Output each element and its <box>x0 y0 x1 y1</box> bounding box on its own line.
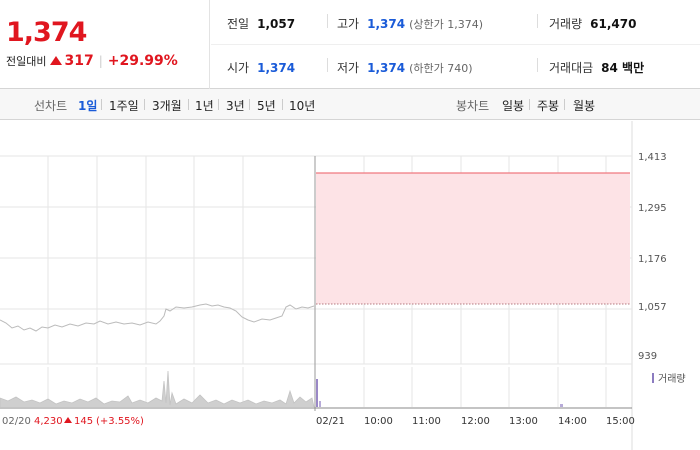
stat-prev-close: 전일 1,057 <box>227 15 295 32</box>
up-arrow-icon <box>64 417 72 423</box>
summary-panel: 1,374 전일대비 317 | +29.99% 전일 1,057 고가 1,3… <box>0 0 700 89</box>
divider <box>327 58 328 72</box>
divider <box>564 99 565 110</box>
chart-svg: 거래량 1,413 1,295 1,176 1,057 939 02/20 4,… <box>0 121 686 450</box>
upper-limit: (상한가 1,374) <box>409 18 483 31</box>
stat-value: 61,470 <box>590 17 637 31</box>
divider <box>282 99 283 110</box>
period-3m[interactable]: 3개월 <box>152 99 182 113</box>
y-tick: 939 <box>638 351 657 362</box>
x-tick: 14:00 <box>558 416 587 427</box>
divider <box>249 99 250 110</box>
prev-day-volume <box>0 370 315 408</box>
change-row: 전일대비 317 | +29.99% <box>6 53 178 69</box>
change-amount: 317 <box>64 53 94 69</box>
stat-value: 1,057 <box>257 17 296 31</box>
x-tick: 15:00 <box>606 416 635 427</box>
divider <box>537 14 538 28</box>
y-tick: 1,176 <box>638 254 667 265</box>
stat-value: 84 백만 <box>601 61 645 75</box>
prev-day-change: 145 <box>74 416 93 427</box>
x-tick: 10:00 <box>364 416 393 427</box>
y-tick: 1,295 <box>638 203 667 214</box>
volume-bar <box>316 379 318 407</box>
candle-chart-label: 봉차트 <box>456 99 490 113</box>
y-tick: 1,413 <box>638 152 667 163</box>
price-chart: 거래량 1,413 1,295 1,176 1,057 939 02/20 4,… <box>0 121 700 450</box>
period-1y[interactable]: 1년 <box>195 99 214 113</box>
stat-label: 저가 <box>337 61 360 75</box>
stat-value: 1,374 <box>367 17 406 31</box>
stat-value: 1,374 <box>367 61 406 75</box>
stat-label: 시가 <box>227 61 250 75</box>
period-10y[interactable]: 10년 <box>289 99 316 113</box>
current-price: 1,374 <box>6 17 87 48</box>
period-3y[interactable]: 3년 <box>226 99 245 113</box>
stat-low: 저가 1,374 (하한가 740) <box>337 59 473 76</box>
change-percent: +29.99% <box>107 53 178 69</box>
candle-daily[interactable]: 일봉 <box>502 99 525 113</box>
x-tick: 02/21 <box>316 416 345 427</box>
divider <box>101 99 102 110</box>
lower-limit: (하한가 740) <box>409 62 473 75</box>
x-tick: 13:00 <box>509 416 538 427</box>
change-label: 전일대비 <box>6 55 47 68</box>
up-arrow-icon <box>50 56 63 65</box>
x-tick: 12:00 <box>461 416 490 427</box>
volume-bar <box>560 404 563 407</box>
divider <box>537 58 538 72</box>
candle-monthly[interactable]: 월봉 <box>573 99 596 113</box>
stat-high: 고가 1,374 (상한가 1,374) <box>337 15 483 32</box>
volume-legend: 거래량 <box>658 373 686 385</box>
stat-label: 거래량 <box>549 17 583 31</box>
price-box: 1,374 전일대비 317 | +29.99% <box>0 0 210 89</box>
period-1d[interactable]: 1일 <box>78 99 98 113</box>
prev-day-date: 02/20 <box>2 416 31 427</box>
period-1w[interactable]: 1주일 <box>109 99 139 113</box>
limit-band <box>316 173 630 304</box>
period-5y[interactable]: 5년 <box>257 99 276 113</box>
divider: | <box>98 54 103 68</box>
volume-legend-swatch <box>652 373 654 383</box>
prev-day-price: 4,230 <box>34 416 63 427</box>
candle-weekly[interactable]: 주봉 <box>537 99 560 113</box>
volume-bar <box>319 401 321 407</box>
prev-day-percent: (+3.55%) <box>96 416 144 427</box>
stat-label: 고가 <box>337 17 360 31</box>
y-tick: 1,057 <box>638 302 667 313</box>
divider <box>327 14 328 28</box>
stat-label: 거래대금 <box>549 61 594 75</box>
stat-amount: 거래대금 84 백만 <box>549 59 644 76</box>
stats-panel: 전일 1,057 고가 1,374 (상한가 1,374) 거래량 61,470… <box>211 0 700 89</box>
prev-day-price-line <box>0 303 315 332</box>
divider <box>529 99 530 110</box>
divider <box>218 99 219 110</box>
line-chart-label: 선차트 <box>34 99 68 113</box>
stat-value: 1,374 <box>257 61 296 75</box>
stat-volume: 거래량 61,470 <box>549 15 636 32</box>
chart-toolbar: 선차트 1일 1주일 3개월 1년 3년 5년 10년 봉차트 일봉 주봉 월봉 <box>0 89 700 120</box>
divider <box>144 99 145 110</box>
divider <box>188 99 189 110</box>
stat-label: 전일 <box>227 17 250 31</box>
x-tick: 11:00 <box>412 416 441 427</box>
divider <box>211 44 700 45</box>
stat-open: 시가 1,374 <box>227 59 295 76</box>
